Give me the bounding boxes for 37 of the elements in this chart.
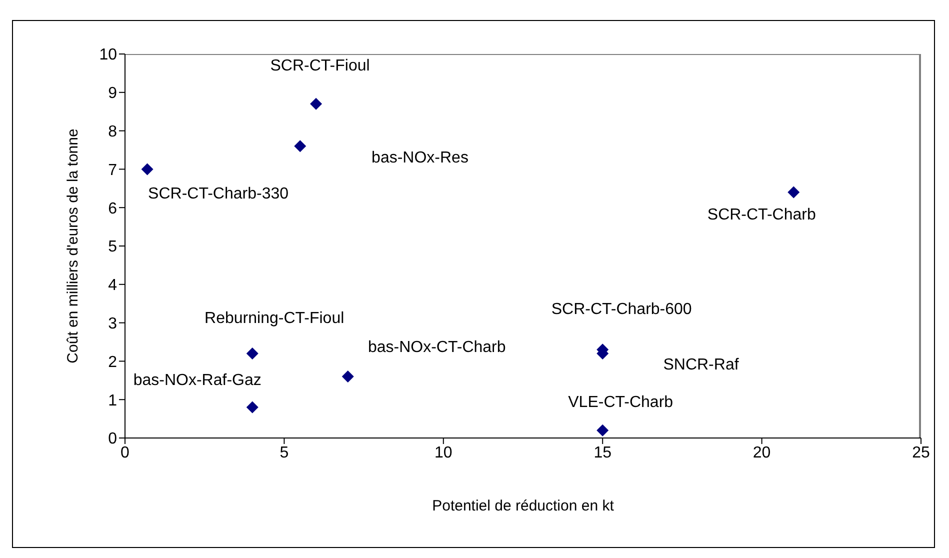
point bbox=[788, 186, 800, 198]
point bbox=[342, 370, 354, 383]
annotation: SNCR-Raf bbox=[663, 356, 740, 374]
annotation: bas-NOx-CT-Charb bbox=[368, 339, 506, 356]
y-tick-label: 10 bbox=[99, 46, 118, 64]
y-tick-label: 8 bbox=[108, 123, 118, 140]
annotation: VLE-CT-Charb bbox=[568, 394, 674, 411]
point bbox=[246, 401, 258, 414]
y-axis-title: Coût en milliers d'euros de la tonne bbox=[64, 128, 82, 364]
x-tick-label: 20 bbox=[752, 444, 771, 462]
y-tick-label: 0 bbox=[108, 430, 118, 448]
x-tick-label: 5 bbox=[280, 444, 289, 462]
point bbox=[246, 348, 258, 360]
y-tick-label: 9 bbox=[108, 85, 118, 102]
y-tick-label: 6 bbox=[108, 200, 118, 218]
y-tick-label: 1 bbox=[108, 392, 118, 410]
point bbox=[294, 140, 306, 152]
x-tick-label: 0 bbox=[120, 444, 130, 462]
annotation: bas-NOx-Res bbox=[372, 150, 468, 166]
y-tick-label: 3 bbox=[108, 315, 118, 332]
y-tick-label: 7 bbox=[108, 162, 118, 179]
y-tick-label: 2 bbox=[108, 354, 118, 371]
point bbox=[310, 98, 322, 110]
x-tick-label: 15 bbox=[594, 444, 612, 462]
annotation: SCR-CT-Charb-600 bbox=[551, 301, 692, 318]
x-tick-label: 25 bbox=[912, 444, 930, 462]
annotation: Reburning-CT-Fioul bbox=[204, 310, 344, 328]
point bbox=[141, 163, 154, 176]
point bbox=[596, 424, 609, 436]
x-tick-label: 10 bbox=[434, 444, 452, 462]
x-axis-title: Potentiel de réduction en kt bbox=[432, 498, 615, 515]
annotation: bas-NOx-Raf-Gaz bbox=[133, 372, 262, 389]
annotation: SCR-CT-Fioul bbox=[270, 57, 370, 74]
y-tick-label: 5 bbox=[108, 238, 118, 256]
annotation: SCR-CT-Charb bbox=[707, 206, 816, 224]
y-tick-label: 4 bbox=[108, 277, 118, 294]
annotation: SCR-CT-Charb-330 bbox=[148, 186, 289, 203]
